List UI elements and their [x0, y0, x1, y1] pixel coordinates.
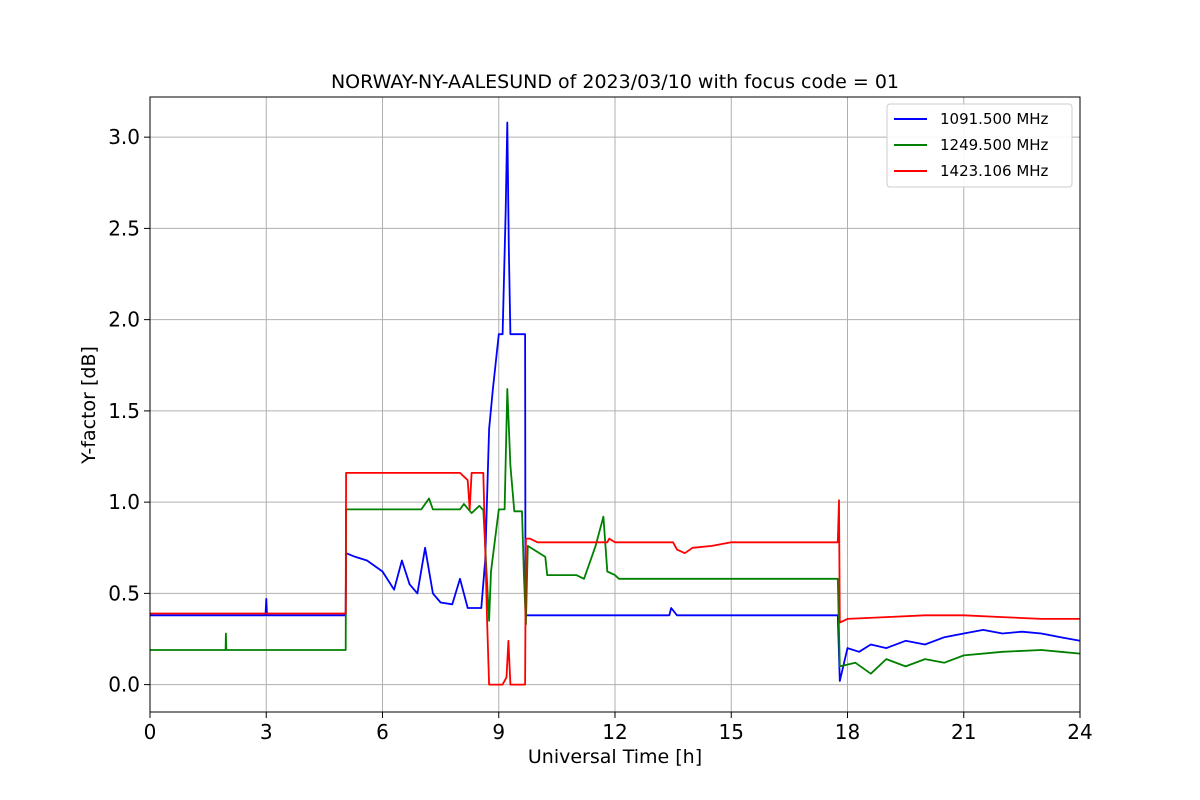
x-tick-label: 0	[144, 720, 157, 744]
x-tick-label: 21	[951, 720, 976, 744]
series-line-3	[150, 471, 1080, 686]
x-axis-label: Universal Time [h]	[528, 746, 702, 768]
x-tick-label: 12	[602, 720, 627, 744]
y-axis-label: Y-factor [dB]	[78, 346, 100, 465]
y-tick-label: 0.0	[108, 673, 140, 697]
y-tick-label: 2.5	[108, 216, 140, 240]
y-tick-label: 0.5	[108, 581, 140, 605]
x-tick-label: 9	[492, 720, 505, 744]
y-tick-label: 1.5	[108, 399, 140, 423]
y-tick-label: 2.0	[108, 308, 140, 332]
y-tick-label: 3.0	[108, 125, 140, 149]
x-tick-label: 15	[719, 720, 744, 744]
series-line-1	[150, 121, 1081, 682]
legend: 1091.500 MHz 1249.500 MHz 1423.106 MHz	[886, 103, 1073, 188]
x-tick-label: 3	[260, 720, 273, 744]
x-tick-label: 24	[1067, 720, 1092, 744]
y-tick-label: 1.0	[108, 490, 140, 514]
x-tick-label: 18	[835, 720, 860, 744]
chart-title: NORWAY-NY-AALESUND of 2023/03/10 with fo…	[331, 71, 899, 93]
x-tick-label: 6	[376, 720, 389, 744]
plot-lines	[150, 121, 1081, 686]
legend-box	[886, 103, 1073, 188]
legend-label: 1423.106 MHz	[940, 162, 1049, 180]
legend-label: 1091.500 MHz	[940, 110, 1049, 128]
ticks: 0 3 6 9 12 15 18 21 24 0.0 0.5 1.0 1.5 2.0 2.5 3.0	[108, 125, 1093, 744]
legend-label: 1249.500 MHz	[940, 136, 1049, 154]
